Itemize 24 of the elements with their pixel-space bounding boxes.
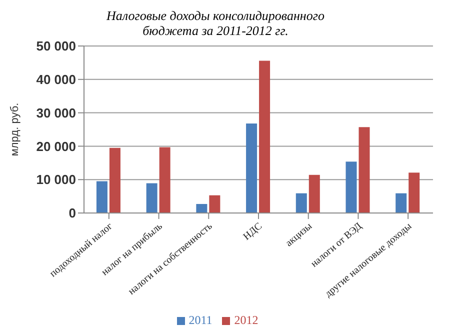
bar [196, 204, 208, 213]
bar [358, 127, 370, 213]
y-tick-label: 40 000 [36, 72, 76, 88]
bar [246, 123, 258, 213]
y-tick-label: 30 000 [36, 105, 76, 120]
y-tick-label: 20 000 [36, 138, 76, 154]
bar [96, 181, 108, 213]
bar [296, 193, 307, 213]
bar [408, 172, 420, 213]
bar [159, 147, 170, 213]
y-tick-label: 10 000 [36, 172, 76, 188]
bar [209, 195, 220, 213]
y-tick-label: 50 000 [36, 38, 76, 54]
bar [396, 193, 407, 213]
bar [308, 174, 320, 213]
bar [259, 60, 270, 213]
y-tick-label: 0 [68, 206, 76, 221]
bar [346, 162, 357, 213]
y-axis-title: млрд. руб. [8, 102, 21, 156]
bar [109, 148, 120, 213]
bar [146, 183, 158, 213]
legend-label: 2011 [188, 313, 212, 327]
chart-title: Налоговые доходы консолидированного бюджета за 2011-2012 гг. [105, 8, 326, 38]
legend-label: 2012 [234, 313, 258, 327]
